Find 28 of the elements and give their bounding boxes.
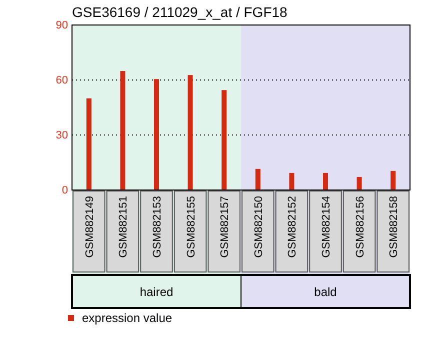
bar <box>356 176 362 190</box>
y-tick-label: 30 <box>56 130 68 142</box>
x-tick-label: GSM882156 <box>354 196 366 258</box>
legend-label: expression value <box>82 311 172 325</box>
bar <box>154 79 159 190</box>
band-label: haired <box>140 285 174 299</box>
y-tick-label: 90 <box>56 20 68 32</box>
bar <box>323 172 328 190</box>
bar <box>86 98 92 190</box>
x-tick-label: GSM882154 <box>320 196 332 258</box>
x-tick-label: GSM882157 <box>219 196 232 258</box>
y-tick-label: 60 <box>56 74 68 87</box>
x-tick-label: GSM882158 <box>388 196 400 258</box>
bar <box>255 168 260 190</box>
band-label: bald <box>314 285 337 299</box>
x-tick-label: GSM882151 <box>118 196 130 258</box>
y-tick-label: 0 <box>62 184 68 197</box>
bar <box>390 170 396 190</box>
bar <box>289 172 294 190</box>
bar <box>120 71 126 190</box>
bar <box>222 90 227 190</box>
x-tick-label: GSM882149 <box>84 196 96 258</box>
x-tick-label: GSM882153 <box>152 196 164 258</box>
bar <box>188 75 193 190</box>
x-tick-label: GSM882155 <box>185 196 198 258</box>
x-tick-label: GSM882150 <box>252 196 265 258</box>
chart-title: GSE36169 / 211029_x_at / FGF18 <box>72 4 288 20</box>
x-tick-label: GSM882152 <box>286 196 299 258</box>
